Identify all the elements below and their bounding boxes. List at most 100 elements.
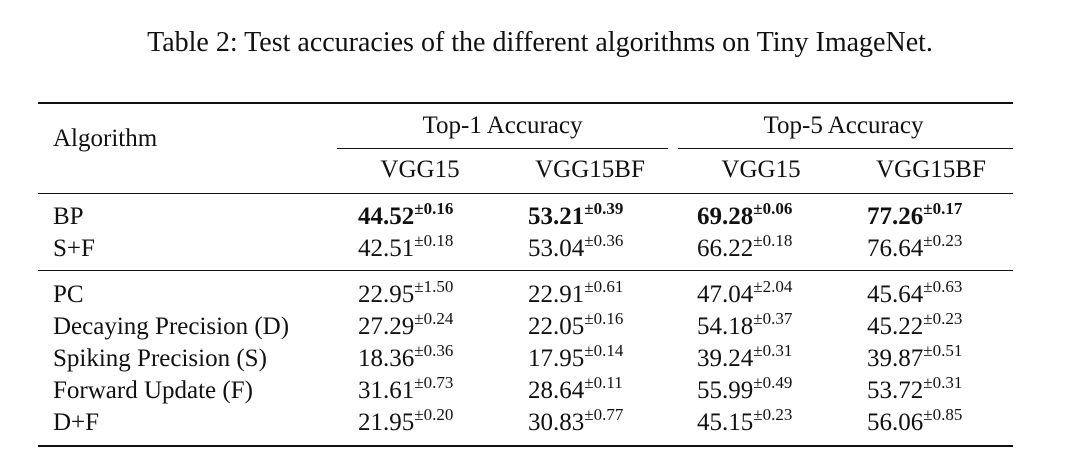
accuracy-value: 69.28 bbox=[697, 203, 754, 230]
accuracy-cell: 47.04±2.04 bbox=[697, 277, 793, 312]
section-rule bbox=[38, 270, 1013, 271]
accuracy-value: 28.64 bbox=[528, 377, 585, 404]
accuracy-std: ±0.31 bbox=[753, 341, 793, 360]
top5-group-rule bbox=[678, 148, 1013, 149]
accuracy-value: 31.61 bbox=[358, 377, 415, 404]
accuracy-std: ±0.36 bbox=[414, 341, 454, 360]
accuracy-cell: 53.72±0.31 bbox=[867, 373, 963, 408]
accuracy-cell: 22.05±0.16 bbox=[528, 309, 624, 344]
accuracy-std: ±0.16 bbox=[584, 309, 624, 328]
bottom-rule bbox=[38, 445, 1013, 447]
accuracy-cell: 66.22±0.18 bbox=[697, 231, 793, 266]
accuracy-cell: 54.18±0.37 bbox=[697, 309, 793, 344]
algorithm-header: Algorithm bbox=[53, 125, 158, 152]
accuracy-value: 56.06 bbox=[867, 409, 924, 436]
accuracy-cell: 56.06±0.85 bbox=[867, 405, 963, 440]
row-label: D+F bbox=[53, 409, 100, 436]
accuracy-cell: 18.36±0.36 bbox=[358, 341, 454, 376]
accuracy-std: ±0.37 bbox=[753, 309, 793, 328]
accuracy-value: 22.95 bbox=[358, 281, 415, 308]
accuracy-cell: 17.95±0.14 bbox=[528, 341, 624, 376]
accuracy-std: ±0.23 bbox=[923, 231, 963, 250]
accuracy-value: 45.64 bbox=[867, 281, 924, 308]
accuracy-value: 66.22 bbox=[697, 235, 754, 262]
top5-group-header: Top-5 Accuracy bbox=[763, 112, 924, 139]
accuracy-std: ±0.73 bbox=[414, 373, 454, 392]
top1-group-rule bbox=[337, 148, 668, 149]
accuracy-std: ±0.06 bbox=[753, 199, 793, 218]
accuracy-value: 54.18 bbox=[697, 313, 754, 340]
accuracy-std: ±0.17 bbox=[923, 199, 963, 218]
accuracy-value: 39.24 bbox=[697, 345, 754, 372]
accuracy-cell: 69.28±0.06 bbox=[697, 199, 793, 234]
row-label: BP bbox=[53, 203, 84, 230]
accuracy-cell: 55.99±0.49 bbox=[697, 373, 793, 408]
accuracy-cell: 39.87±0.51 bbox=[867, 341, 963, 376]
accuracy-value: 55.99 bbox=[697, 377, 754, 404]
accuracy-cell: 77.26±0.17 bbox=[867, 199, 963, 234]
accuracy-value: 22.91 bbox=[528, 281, 585, 308]
accuracy-std: ±0.61 bbox=[584, 277, 624, 296]
accuracy-cell: 53.04±0.36 bbox=[528, 231, 624, 266]
row-label: PC bbox=[53, 281, 84, 308]
accuracy-std: ±1.50 bbox=[414, 277, 454, 296]
accuracy-std: ±0.85 bbox=[923, 405, 963, 424]
accuracy-value: 53.72 bbox=[867, 377, 924, 404]
accuracy-cell: 44.52±0.16 bbox=[358, 199, 454, 234]
model-header-top1-vgg15: VGG15 bbox=[380, 156, 460, 183]
accuracy-std: ±0.11 bbox=[584, 373, 623, 392]
accuracy-cell: 76.64±0.23 bbox=[867, 231, 963, 266]
top-rule bbox=[38, 102, 1013, 104]
accuracy-value: 17.95 bbox=[528, 345, 585, 372]
accuracy-std: ±0.39 bbox=[584, 199, 624, 218]
accuracy-value: 22.05 bbox=[528, 313, 585, 340]
table-caption: Table 2: Test accuracies of the differen… bbox=[147, 27, 933, 58]
accuracy-std: ±0.63 bbox=[923, 277, 963, 296]
accuracy-std: ±0.16 bbox=[414, 199, 454, 218]
accuracy-cell: 45.22±0.23 bbox=[867, 309, 963, 344]
accuracy-cell: 39.24±0.31 bbox=[697, 341, 793, 376]
accuracy-value: 44.52 bbox=[358, 203, 415, 230]
accuracy-std: ±0.36 bbox=[584, 231, 624, 250]
row-label: Decaying Precision (D) bbox=[53, 313, 290, 340]
accuracy-cell: 30.83±0.77 bbox=[528, 405, 624, 440]
model-header-top1-vgg15bf: VGG15BF bbox=[535, 156, 645, 183]
accuracy-std: ±0.20 bbox=[414, 405, 454, 424]
row-label: Spiking Precision (S) bbox=[53, 345, 267, 372]
accuracy-std: ±0.77 bbox=[584, 405, 624, 424]
top1-group-header: Top-1 Accuracy bbox=[422, 112, 583, 139]
accuracy-cell: 21.95±0.20 bbox=[358, 405, 454, 440]
accuracy-std: ±2.04 bbox=[753, 277, 793, 296]
accuracy-value: 76.64 bbox=[867, 235, 924, 262]
accuracy-cell: 27.29±0.24 bbox=[358, 309, 454, 344]
accuracy-cell: 53.21±0.39 bbox=[528, 199, 624, 234]
accuracy-value: 18.36 bbox=[358, 345, 415, 372]
accuracy-value: 21.95 bbox=[358, 409, 415, 436]
accuracy-value: 77.26 bbox=[867, 203, 924, 230]
accuracy-std: ±0.49 bbox=[753, 373, 793, 392]
accuracy-cell: 22.91±0.61 bbox=[528, 277, 624, 312]
accuracy-std: ±0.24 bbox=[414, 309, 454, 328]
row-label: S+F bbox=[53, 235, 95, 262]
accuracy-std: ±0.31 bbox=[923, 373, 963, 392]
accuracy-value: 45.15 bbox=[697, 409, 754, 436]
row-label: Forward Update (F) bbox=[53, 377, 253, 404]
accuracy-value: 27.29 bbox=[358, 313, 415, 340]
accuracy-cell: 42.51±0.18 bbox=[358, 231, 454, 266]
accuracy-std: ±0.23 bbox=[923, 309, 963, 328]
accuracy-value: 42.51 bbox=[358, 235, 415, 262]
accuracy-cell: 31.61±0.73 bbox=[358, 373, 454, 408]
accuracy-value: 30.83 bbox=[528, 409, 585, 436]
model-header-top5-vgg15bf: VGG15BF bbox=[876, 156, 986, 183]
accuracy-cell: 45.15±0.23 bbox=[697, 405, 792, 440]
accuracy-std: ±0.14 bbox=[584, 341, 624, 360]
accuracy-value: 39.87 bbox=[867, 345, 924, 372]
accuracy-value: 45.22 bbox=[867, 313, 924, 340]
accuracy-value: 47.04 bbox=[697, 281, 754, 308]
accuracy-std: ±0.18 bbox=[753, 231, 793, 250]
accuracy-value: 53.04 bbox=[528, 235, 585, 262]
accuracy-value: 53.21 bbox=[528, 203, 585, 230]
accuracy-std: ±0.18 bbox=[414, 231, 454, 250]
accuracy-std: ±0.51 bbox=[923, 341, 963, 360]
